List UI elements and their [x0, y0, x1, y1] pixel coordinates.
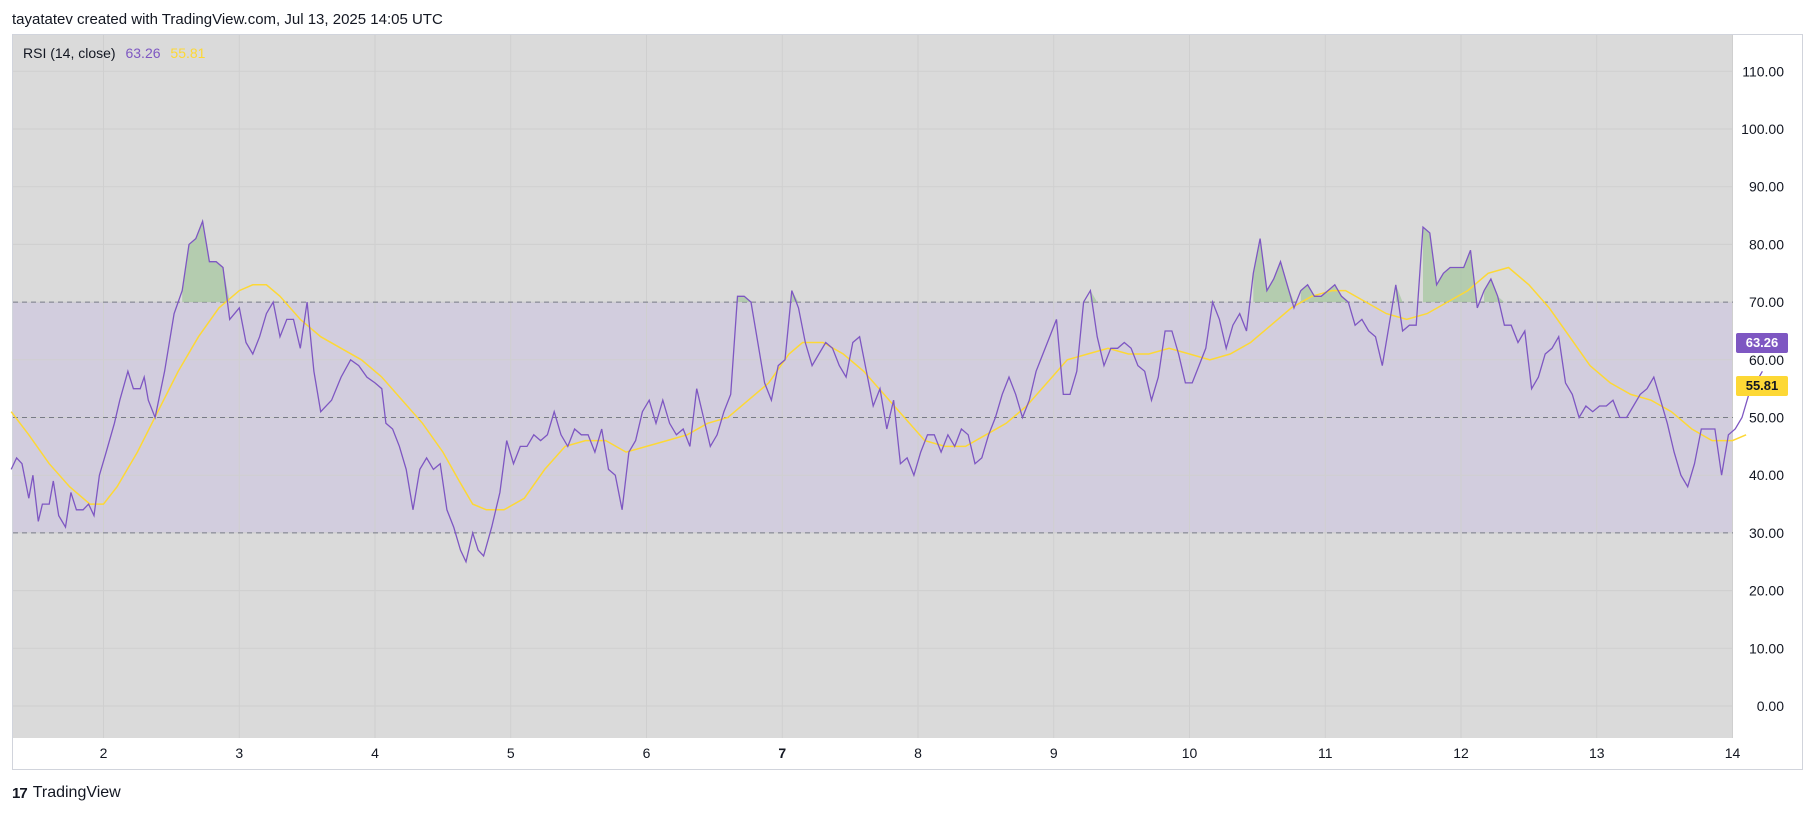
x-tick-label: 5 [507, 745, 515, 761]
x-tick-label: 12 [1453, 745, 1469, 761]
y-tick-label: 100.00 [1741, 121, 1784, 137]
y-tick-label: 110.00 [1742, 63, 1784, 79]
x-tick-label: 3 [235, 745, 243, 761]
y-tick-label: 20.00 [1749, 583, 1784, 599]
y-tick-label: 90.00 [1749, 179, 1784, 195]
x-tick-label: 4 [371, 745, 379, 761]
indicator-name: RSI (14, close) [23, 45, 116, 61]
y-tick-label: 70.00 [1749, 294, 1784, 310]
y-tick-label: 80.00 [1749, 236, 1784, 252]
tradingview-brand[interactable]: 17 TradingView [12, 784, 121, 802]
x-tick-label: 13 [1589, 745, 1605, 761]
x-tick-label: 10 [1182, 745, 1198, 761]
x-tick-label: 14 [1725, 745, 1741, 761]
x-tick-label: 2 [100, 745, 108, 761]
y-tick-label: 50.00 [1749, 410, 1784, 426]
y-tick-label: 0.00 [1757, 698, 1784, 714]
x-tick-label: 11 [1318, 745, 1333, 761]
time-axis-background [13, 738, 1802, 769]
rsi-price-tag: 63.26 [1736, 333, 1788, 353]
y-tick-label: 60.00 [1749, 352, 1784, 368]
x-tick-label: 8 [914, 745, 922, 761]
credit-text: tayatatev created with TradingView.com, … [12, 11, 443, 28]
tradingview-logo-icon: 17 [12, 784, 28, 802]
x-tick-label: 6 [643, 745, 651, 761]
ma-value-label: 55.81 [170, 45, 206, 61]
rsi-line [10, 218, 1763, 564]
indicator-legend[interactable]: RSI (14, close) 63.26 55.81 [23, 45, 205, 61]
x-tick-label: 7 [778, 745, 786, 761]
rsi-ma-line [10, 266, 1747, 511]
y-tick-label: 30.00 [1749, 525, 1784, 541]
ma-price-tag: 55.81 [1736, 376, 1788, 396]
y-tick-label: 40.00 [1749, 467, 1784, 483]
brand-text: TradingView [32, 784, 121, 801]
rsi-value-label: 63.26 [125, 45, 161, 61]
y-tick-label: 10.00 [1749, 640, 1784, 656]
x-tick-label: 9 [1050, 745, 1058, 761]
chart-credit: tayatatev created with TradingView.com, … [12, 11, 443, 28]
